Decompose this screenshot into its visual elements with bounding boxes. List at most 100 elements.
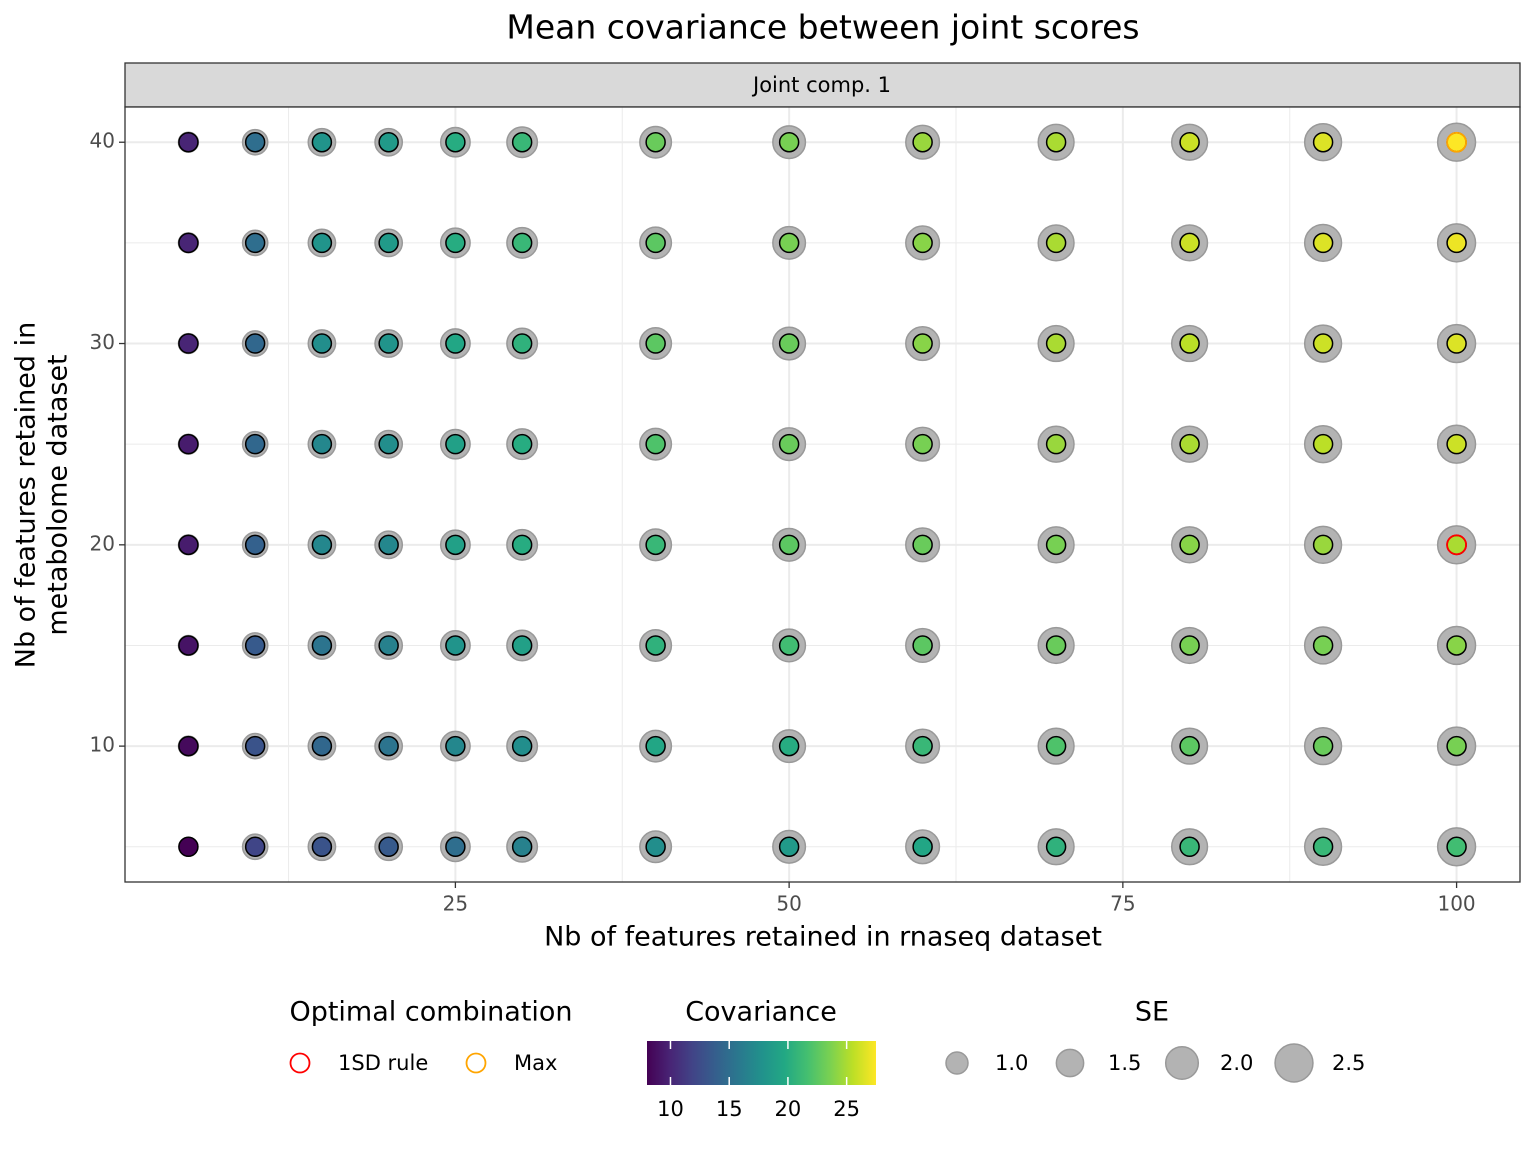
- optimal-marker: [1446, 131, 1467, 153]
- point: [1179, 534, 1200, 556]
- optimal-marker: [1446, 534, 1467, 556]
- point: [1045, 333, 1067, 354]
- point: [311, 333, 333, 354]
- point: [1446, 735, 1467, 757]
- point: [912, 836, 933, 858]
- point: [778, 433, 800, 455]
- point: [445, 735, 466, 757]
- point: [311, 836, 333, 858]
- point: [311, 534, 333, 556]
- point: [178, 433, 199, 455]
- y-axis-title: metabolome dataset: [43, 354, 74, 635]
- point: [311, 735, 333, 757]
- x-axis-title: Nb of features retained in rnaseq datase…: [544, 922, 1102, 953]
- y-tick-label: 40: [90, 129, 115, 153]
- point: [1045, 635, 1067, 656]
- point: [244, 534, 266, 556]
- point: [178, 131, 199, 153]
- legend-title: Covariance: [685, 997, 837, 1028]
- point: [1312, 534, 1334, 556]
- panel-bg: [125, 107, 1520, 882]
- point: [778, 635, 800, 656]
- legend-label: 1.5: [1108, 1051, 1141, 1075]
- point: [645, 333, 666, 354]
- point: [1446, 232, 1467, 254]
- point: [445, 333, 466, 354]
- point: [511, 433, 533, 455]
- point: [1312, 433, 1334, 455]
- point: [244, 333, 266, 354]
- legend-label: 2.5: [1332, 1051, 1365, 1075]
- colorbar-label: 25: [833, 1097, 860, 1121]
- point: [244, 836, 266, 858]
- point: [778, 735, 800, 757]
- point: [378, 534, 399, 556]
- colorbar-label: 20: [775, 1097, 802, 1121]
- point: [1179, 333, 1200, 354]
- y-tick-label: 10: [90, 733, 115, 757]
- point: [511, 735, 533, 757]
- x-tick-label: 25: [443, 892, 468, 916]
- legend-label: Max: [514, 1051, 557, 1075]
- point: [645, 836, 666, 858]
- point: [178, 836, 199, 858]
- point: [1179, 836, 1200, 858]
- chart-title: Mean covariance between joint scores: [506, 8, 1139, 47]
- point: [511, 836, 533, 858]
- legend-size: [945, 1051, 969, 1075]
- point: [511, 232, 533, 254]
- point: [378, 635, 399, 656]
- strip: [124, 62, 1521, 108]
- point: [645, 635, 666, 656]
- point: [178, 232, 199, 254]
- point: [1045, 735, 1067, 757]
- colorbar-label: 10: [657, 1097, 684, 1121]
- point: [244, 232, 266, 254]
- point: [1045, 232, 1067, 254]
- point: [511, 635, 533, 656]
- point: [378, 333, 399, 354]
- legend-marker: [465, 1052, 487, 1074]
- point: [1179, 232, 1200, 254]
- point: [1446, 635, 1467, 656]
- point: [912, 131, 933, 153]
- point: [778, 131, 800, 153]
- point: [311, 635, 333, 656]
- point: [511, 534, 533, 556]
- point: [912, 433, 933, 455]
- panel-border: [124, 106, 1521, 883]
- x-tick-label: 50: [776, 892, 801, 916]
- point: [912, 735, 933, 757]
- point: [1045, 836, 1067, 858]
- y-tick-label: 30: [90, 330, 115, 354]
- point: [645, 534, 666, 556]
- legend-size: [1274, 1043, 1314, 1083]
- point: [778, 333, 800, 354]
- point: [244, 635, 266, 656]
- y-axis-title: Nb of features retained in: [11, 322, 42, 668]
- point: [178, 333, 199, 354]
- point: [445, 433, 466, 455]
- point: [912, 333, 933, 354]
- point: [1179, 735, 1200, 757]
- strip-label: Joint comp. 1: [751, 73, 891, 97]
- point: [1179, 131, 1200, 153]
- point: [178, 635, 199, 656]
- legend-size: [1164, 1045, 1200, 1081]
- legend-label: 2.0: [1220, 1051, 1253, 1075]
- point: [445, 534, 466, 556]
- point: [1312, 735, 1334, 757]
- point: [378, 131, 399, 153]
- point: [511, 333, 533, 354]
- legend-marker: [289, 1052, 311, 1074]
- legend-label: 1SD rule: [338, 1051, 428, 1075]
- point: [311, 232, 333, 254]
- point: [778, 232, 800, 254]
- point: [645, 735, 666, 757]
- point: [445, 232, 466, 254]
- y-tick-label: 20: [90, 531, 115, 555]
- legend-title: SE: [1135, 997, 1169, 1028]
- point: [645, 433, 666, 455]
- point: [1446, 433, 1467, 455]
- point: [445, 836, 466, 858]
